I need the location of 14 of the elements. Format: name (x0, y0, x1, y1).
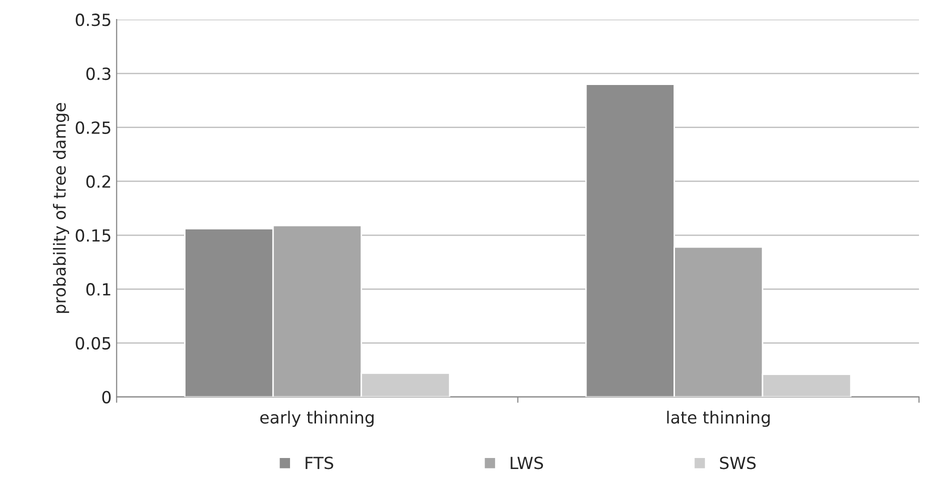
y-tick-label: 0.2 (86, 175, 110, 188)
y-axis-title: probability of tree damge (52, 103, 70, 313)
y-tick-label: 0.05 (76, 336, 110, 350)
y-tick-label: 0.1 (86, 283, 110, 296)
legend-label: FTS (306, 456, 334, 470)
y-tick-label: 0.3 (86, 67, 110, 80)
x-tick-label: early thinning (260, 410, 374, 427)
x-tick-label: late thinning (667, 410, 770, 427)
legend-label: SWS (720, 456, 756, 470)
y-tick-label: 0.25 (76, 121, 110, 134)
y-tick-label: 0.35 (76, 14, 110, 26)
y-tick-label: 0.15 (76, 229, 110, 242)
y-tick-label: 0 (102, 390, 111, 404)
legend-label: LWS (510, 456, 544, 470)
